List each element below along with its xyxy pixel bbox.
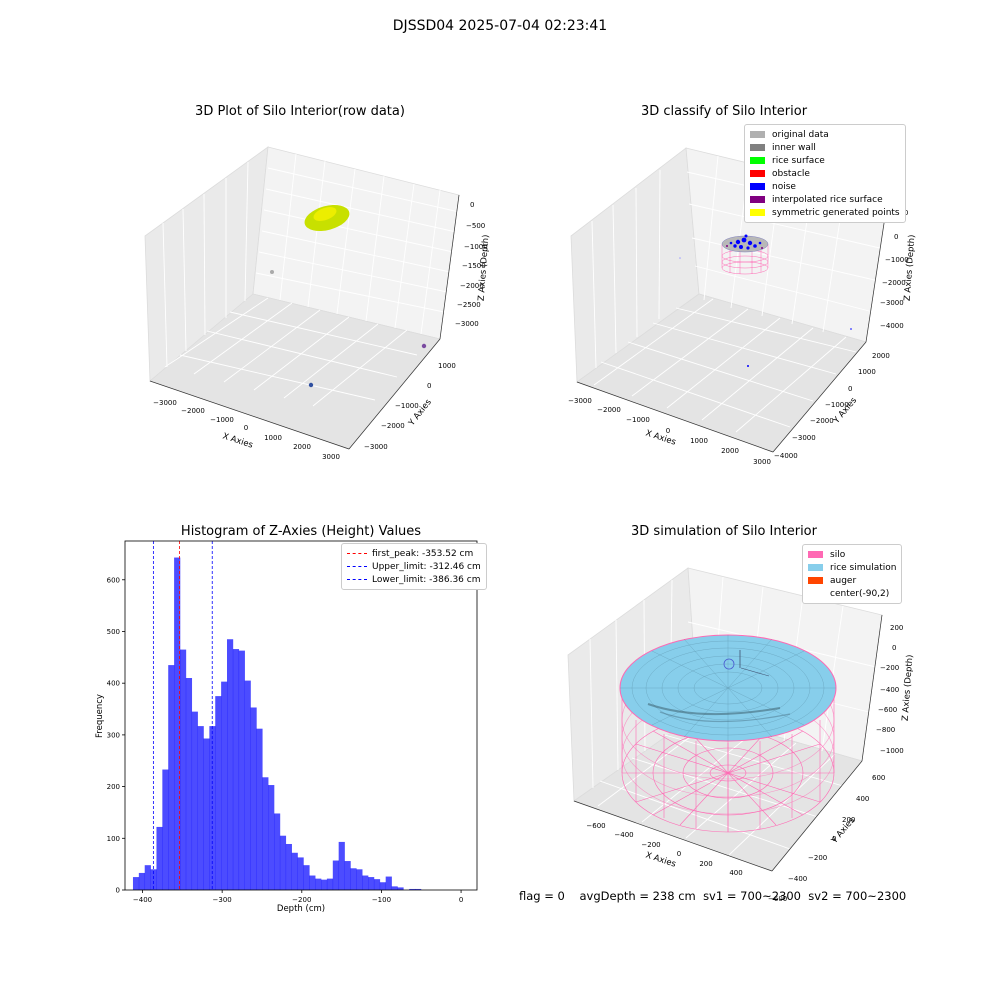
histogram-bar — [250, 707, 257, 890]
classify-legend: original data inner wall rice surface ob… — [744, 124, 906, 223]
histogram-bar — [326, 878, 334, 890]
legend-item: rice simulation — [808, 561, 896, 574]
histogram-bar — [215, 696, 222, 890]
y-tick-label: 600 — [107, 576, 120, 584]
legend-item: auger — [808, 574, 896, 587]
y-tick-label: 200 — [107, 783, 120, 791]
histogram-bar — [144, 865, 151, 890]
flag-value: flag = 0 — [519, 889, 565, 903]
legend-item: interpolated rice surface — [750, 193, 900, 206]
y-tick-label: 0 — [116, 887, 120, 895]
classify-panel-title: 3D classify of Silo Interior — [640, 104, 808, 119]
histogram-bar — [332, 860, 339, 890]
histogram-bar — [303, 865, 310, 890]
histogram-bar — [268, 785, 275, 890]
histogram-bar — [344, 861, 351, 890]
histogram-bar — [168, 665, 175, 890]
histogram-bars — [132, 557, 422, 890]
histogram-bar — [350, 868, 357, 890]
sv2-value: sv2 = 700~2300 — [808, 889, 907, 903]
histogram-bar — [274, 813, 281, 890]
histogram-bar — [138, 872, 146, 890]
legend-item: symmetric generated points — [750, 206, 900, 219]
histogram-bar — [185, 678, 193, 890]
histogram-bar — [309, 875, 316, 890]
histogram-bar — [373, 879, 381, 890]
histogram-bar — [227, 639, 234, 890]
histogram-legend: first_peak: -353.52 cm Upper_limit: -312… — [341, 543, 487, 590]
sv1-value: sv1 = 700~2300 — [703, 889, 801, 903]
histogram-bar — [362, 875, 369, 890]
histogram-bar — [232, 649, 240, 890]
histogram-bar — [132, 877, 140, 890]
plot-frame — [124, 540, 478, 891]
histogram-bar — [244, 680, 251, 890]
histogram-bar — [385, 876, 392, 890]
x-tick-label: −300 — [213, 896, 232, 904]
legend-item: noise — [750, 180, 900, 193]
x-axis-label: Depth (cm) — [277, 904, 325, 914]
histogram-bar — [379, 882, 386, 890]
x-ticks: −400 −300 −200 −100 0 — [133, 890, 463, 904]
y-tick-label: 500 — [107, 628, 120, 636]
legend-item: center(-90,2) — [830, 588, 890, 599]
histogram-bar — [162, 769, 169, 890]
legend-item: silo — [808, 548, 896, 561]
x-tick-label: −100 — [372, 896, 391, 904]
histogram-bar — [191, 711, 198, 890]
legend-item: Lower_limit: -386.36 cm — [347, 573, 481, 586]
legend-item: inner wall — [750, 141, 900, 154]
histogram-bar — [197, 726, 204, 890]
histogram-bar — [315, 878, 322, 890]
histogram-bar — [397, 887, 404, 890]
histogram-bar — [321, 879, 328, 890]
histogram-bar — [291, 852, 298, 890]
y-tick-label: 400 — [107, 680, 120, 688]
legend-item: first_peak: -353.52 cm — [347, 547, 481, 560]
avg-depth-value: avgDepth = 238 cm — [579, 889, 696, 903]
histogram-bar — [297, 857, 304, 890]
x-tick-label: −200 — [292, 896, 311, 904]
y-ticks: 0 100 200 300 400 500 600 — [107, 576, 125, 895]
x-tick-label: −400 — [133, 896, 152, 904]
y-tick-label: 300 — [107, 731, 120, 739]
histogram-bar — [238, 650, 245, 890]
x-tick-label: 0 — [459, 896, 463, 904]
legend-item: rice surface — [750, 154, 900, 167]
threshold-lines — [152, 541, 213, 890]
histogram-bar — [150, 869, 157, 890]
histogram-bar — [391, 886, 398, 890]
histogram-bar — [356, 869, 363, 890]
legend-item: original data — [750, 128, 900, 141]
histogram-bar — [368, 877, 375, 890]
histogram-bar — [221, 681, 228, 890]
histogram-bar — [174, 557, 181, 890]
histogram-bar — [262, 777, 269, 890]
raw-panel-title: 3D Plot of Silo Interior(row data) — [195, 104, 405, 119]
histogram-bar — [279, 835, 287, 890]
y-axis-label: Frequency — [95, 694, 105, 738]
status-line: flag = 0 avgDepth = 238 cm sv1 = 700~230… — [519, 889, 906, 903]
histogram-bar — [179, 649, 187, 890]
histogram-bar — [256, 728, 263, 890]
histogram-bar — [285, 843, 292, 890]
legend-item: obstacle — [750, 167, 900, 180]
simulation-panel-title: 3D simulation of Silo Interior — [631, 524, 817, 539]
y-tick-label: 100 — [107, 835, 120, 843]
histogram-bar — [338, 841, 345, 890]
legend-item: Upper_limit: -312.46 cm — [347, 560, 481, 573]
figure-title: DJSSD04 2025-07-04 02:23:41 — [392, 18, 608, 34]
histogram-bar — [156, 826, 163, 890]
simulation-legend: silo rice simulation auger center(-90,2) — [802, 544, 903, 604]
histogram-bar — [409, 888, 416, 890]
histogram-bar — [415, 888, 422, 890]
histogram-title: Histogram of Z-Axies (Height) Values — [180, 524, 422, 539]
histogram-bar — [203, 738, 210, 890]
